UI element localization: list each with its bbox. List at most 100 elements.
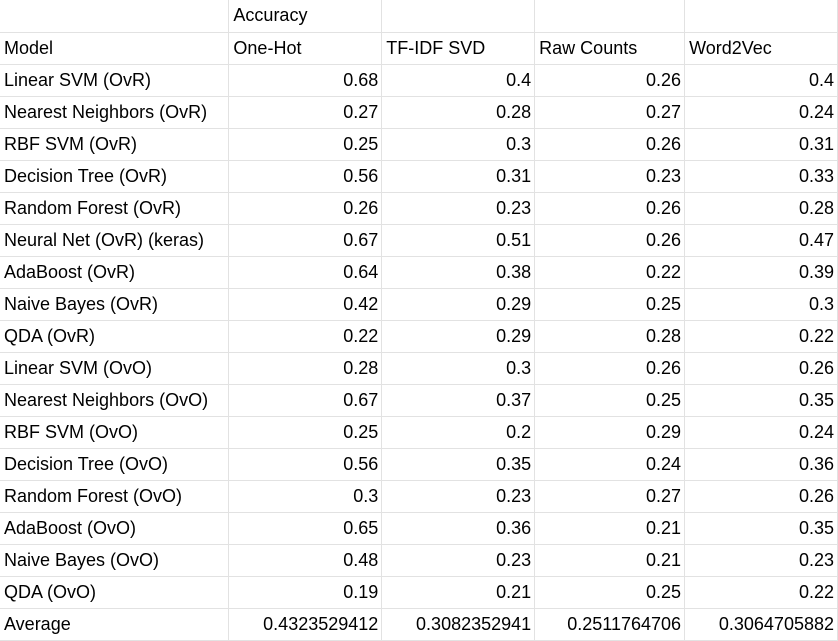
accuracy-cell[interactable]: 0.22 [684,320,838,353]
accuracy-cell[interactable]: 0.19 [228,576,383,609]
accuracy-cell[interactable]: 0.35 [684,512,838,545]
accuracy-cell[interactable]: 0.36 [684,448,838,481]
accuracy-cell[interactable]: 0.22 [534,256,686,289]
model-name-cell[interactable]: Linear SVM (OvO) [0,352,230,385]
accuracy-cell[interactable]: 0.25 [228,416,383,449]
accuracy-cell[interactable]: 0.29 [381,320,536,353]
accuracy-cell[interactable]: 0.23 [381,480,536,513]
cell-accuracy-label[interactable]: Accuracy [228,0,383,33]
model-name-cell[interactable]: Decision Tree (OvO) [0,448,230,481]
cell[interactable] [0,0,230,33]
accuracy-cell[interactable]: 0.25 [534,384,686,417]
accuracy-cell[interactable]: 0.2 [381,416,536,449]
model-name-cell[interactable]: AdaBoost (OvR) [0,256,230,289]
column-header-model[interactable]: Model [0,32,230,65]
model-name-cell[interactable]: Nearest Neighbors (OvR) [0,96,230,129]
accuracy-cell[interactable]: 0.29 [534,416,686,449]
accuracy-cell[interactable]: 0.35 [684,384,838,417]
accuracy-cell[interactable]: 0.26 [534,352,686,385]
accuracy-cell[interactable]: 0.3 [684,288,838,321]
accuracy-cell[interactable]: 0.38 [381,256,536,289]
model-name-cell[interactable]: Neural Net (OvR) (keras) [0,224,230,257]
accuracy-cell[interactable]: 0.28 [381,96,536,129]
cell[interactable] [381,0,536,33]
accuracy-cell[interactable]: 0.28 [684,192,838,225]
model-name-cell[interactable]: Naive Bayes (OvR) [0,288,230,321]
accuracy-cell[interactable]: 0.21 [381,576,536,609]
accuracy-cell[interactable]: 0.3 [381,128,536,161]
cell[interactable] [684,0,838,33]
model-name-cell[interactable]: Nearest Neighbors (OvO) [0,384,230,417]
accuracy-cell[interactable]: 0.22 [228,320,383,353]
accuracy-cell[interactable]: 0.26 [534,64,686,97]
accuracy-cell[interactable]: 0.51 [381,224,536,257]
column-header-raw-counts[interactable]: Raw Counts [534,32,686,65]
accuracy-cell[interactable]: 0.26 [684,480,838,513]
accuracy-cell[interactable]: 0.67 [228,384,383,417]
accuracy-cell[interactable]: 0.37 [381,384,536,417]
accuracy-cell[interactable]: 0.26 [228,192,383,225]
accuracy-cell[interactable]: 0.23 [381,192,536,225]
model-name-cell[interactable]: RBF SVM (OvO) [0,416,230,449]
accuracy-cell[interactable]: 0.65 [228,512,383,545]
column-header-one-hot[interactable]: One-Hot [228,32,383,65]
model-name-cell[interactable]: Random Forest (OvO) [0,480,230,513]
accuracy-cell[interactable]: 0.21 [534,512,686,545]
accuracy-cell[interactable]: 0.22 [684,576,838,609]
accuracy-cell[interactable]: 0.24 [684,416,838,449]
column-header-tfidf-svd[interactable]: TF-IDF SVD [381,32,536,65]
accuracy-cell[interactable]: 0.23 [684,544,838,577]
accuracy-cell[interactable]: 0.26 [534,128,686,161]
accuracy-cell[interactable]: 0.27 [534,96,686,129]
model-name-cell[interactable]: Random Forest (OvR) [0,192,230,225]
model-name-cell[interactable]: Decision Tree (OvR) [0,160,230,193]
accuracy-cell[interactable]: 0.27 [228,96,383,129]
accuracy-cell[interactable]: 0.35 [381,448,536,481]
model-name-cell[interactable]: QDA (OvO) [0,576,230,609]
accuracy-cell[interactable]: 0.26 [684,352,838,385]
accuracy-cell[interactable]: 0.26 [534,224,686,257]
accuracy-cell[interactable]: 0.4 [381,64,536,97]
accuracy-cell[interactable]: 0.4 [684,64,838,97]
accuracy-cell[interactable]: 0.47 [684,224,838,257]
accuracy-cell[interactable]: 0.56 [228,160,383,193]
accuracy-cell[interactable]: 0.24 [534,448,686,481]
accuracy-cell[interactable]: 0.25 [228,128,383,161]
model-name-cell[interactable]: QDA (OvR) [0,320,230,353]
accuracy-cell[interactable]: 0.31 [684,128,838,161]
accuracy-cell[interactable]: 0.36 [381,512,536,545]
cell[interactable] [534,0,686,33]
accuracy-cell[interactable]: 0.26 [534,192,686,225]
accuracy-cell[interactable]: 0.4323529412 [228,608,383,641]
accuracy-cell[interactable]: 0.29 [381,288,536,321]
model-name-cell[interactable]: RBF SVM (OvR) [0,128,230,161]
column-header-word2vec[interactable]: Word2Vec [684,32,838,65]
model-name-cell[interactable]: AdaBoost (OvO) [0,512,230,545]
accuracy-cell[interactable]: 0.48 [228,544,383,577]
accuracy-cell[interactable]: 0.3 [381,352,536,385]
accuracy-cell[interactable]: 0.39 [684,256,838,289]
accuracy-cell[interactable]: 0.64 [228,256,383,289]
accuracy-cell[interactable]: 0.2511764706 [534,608,686,641]
accuracy-cell[interactable]: 0.3082352941 [381,608,536,641]
accuracy-cell[interactable]: 0.31 [381,160,536,193]
accuracy-cell[interactable]: 0.24 [684,96,838,129]
model-name-cell[interactable]: Linear SVM (OvR) [0,64,230,97]
accuracy-cell[interactable]: 0.42 [228,288,383,321]
accuracy-cell[interactable]: 0.33 [684,160,838,193]
accuracy-cell[interactable]: 0.23 [534,160,686,193]
accuracy-cell[interactable]: 0.25 [534,576,686,609]
accuracy-cell[interactable]: 0.28 [534,320,686,353]
accuracy-cell[interactable]: 0.3 [228,480,383,513]
accuracy-cell[interactable]: 0.3064705882 [684,608,838,641]
accuracy-cell[interactable]: 0.56 [228,448,383,481]
accuracy-cell[interactable]: 0.25 [534,288,686,321]
accuracy-cell[interactable]: 0.28 [228,352,383,385]
accuracy-cell[interactable]: 0.23 [381,544,536,577]
model-name-cell[interactable]: Average [0,608,230,641]
accuracy-cell[interactable]: 0.21 [534,544,686,577]
accuracy-cell[interactable]: 0.68 [228,64,383,97]
model-name-cell[interactable]: Naive Bayes (OvO) [0,544,230,577]
accuracy-cell[interactable]: 0.27 [534,480,686,513]
accuracy-cell[interactable]: 0.67 [228,224,383,257]
